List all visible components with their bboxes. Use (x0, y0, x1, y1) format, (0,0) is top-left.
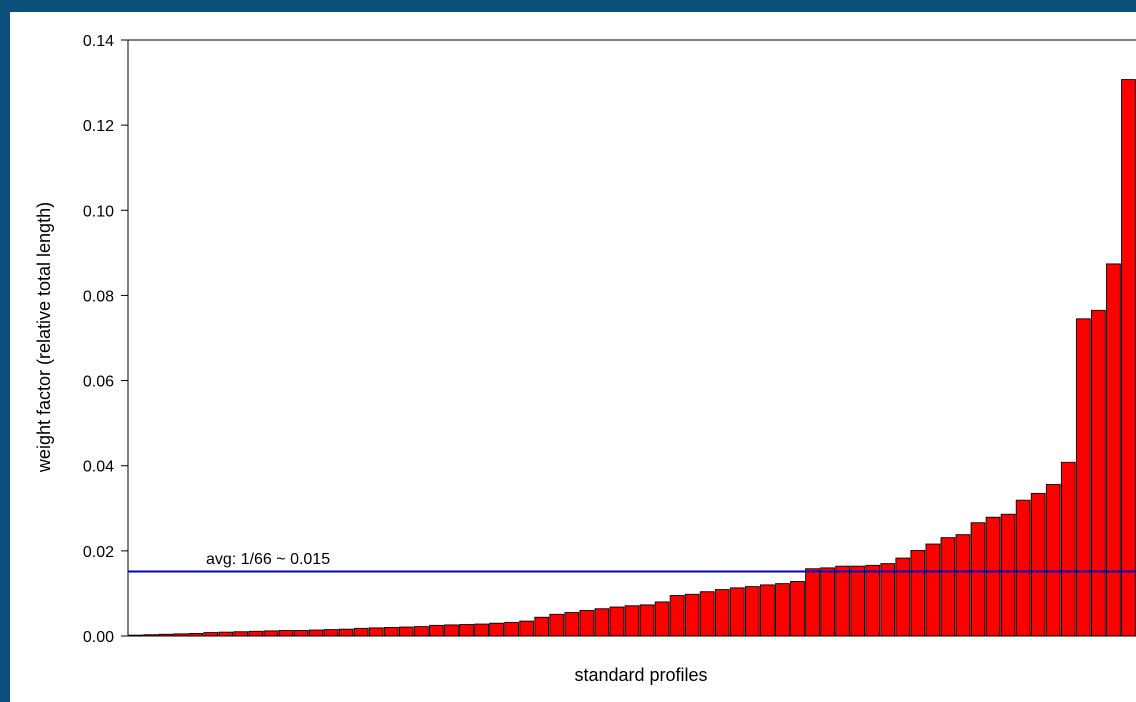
bar (970, 522, 986, 637)
bar (880, 563, 896, 637)
bar (669, 595, 685, 637)
bar (549, 613, 565, 637)
bar (308, 629, 324, 637)
y-tick-label: 0.14 (83, 33, 114, 50)
bar (338, 628, 354, 637)
bar (985, 516, 1001, 637)
bar (895, 557, 911, 637)
bar (218, 631, 234, 637)
bar (383, 627, 399, 637)
bar-chart: 0.00 0.02 0.04 0.06 0.08 0.10 0.12 0.14 avg: 1/… (34, 33, 1136, 685)
bar (805, 568, 820, 637)
chart-frame: 0.00 0.02 0.04 0.06 0.08 0.10 0.12 0.14 avg: 1/… (10, 12, 1136, 702)
bar (323, 629, 339, 637)
bar (654, 601, 670, 637)
y-axis-ticks: 0.00 0.02 0.04 0.06 0.08 0.10 0.12 0.14 (83, 33, 128, 646)
y-tick-label: 0.12 (83, 118, 114, 135)
bar (564, 612, 580, 637)
bar (1060, 461, 1076, 637)
bar (534, 616, 550, 637)
bar (1091, 309, 1106, 637)
bar (368, 627, 384, 637)
bar (474, 623, 489, 637)
y-axis-title: weight factor (relative total length) (34, 202, 54, 473)
bar (353, 627, 369, 637)
bar (850, 565, 866, 637)
bar (1075, 318, 1091, 637)
y-tick-label: 0.06 (83, 374, 114, 391)
bar (414, 626, 429, 637)
bar (203, 632, 219, 637)
bar (955, 534, 971, 637)
bar (790, 581, 805, 637)
bar (459, 624, 474, 637)
bar (925, 543, 941, 637)
bar (263, 630, 279, 637)
bar (865, 564, 881, 637)
bar (699, 591, 715, 637)
y-tick-label: 0.04 (83, 459, 114, 476)
bar (760, 584, 775, 637)
average-annotation: avg: 1/66 ~ 0.015 (206, 551, 330, 568)
bar (444, 624, 459, 637)
bar (579, 610, 595, 637)
bar (639, 604, 655, 637)
bar (775, 583, 790, 637)
bar (835, 565, 850, 637)
bar (429, 624, 444, 637)
y-tick-label: 0.02 (83, 544, 114, 561)
bar (820, 567, 835, 637)
bar (594, 608, 610, 637)
bar (278, 630, 294, 637)
bar (1000, 513, 1016, 637)
bar (609, 606, 625, 637)
bar (684, 593, 700, 637)
bar (729, 587, 745, 637)
bar (1106, 263, 1121, 637)
bar (233, 631, 249, 637)
bar (744, 586, 760, 637)
bar (1015, 499, 1031, 637)
bar (504, 621, 520, 637)
bar (1045, 484, 1061, 637)
bar (624, 605, 640, 637)
bar (248, 630, 264, 637)
bar (1030, 492, 1046, 637)
bar (910, 549, 926, 637)
bar (714, 589, 730, 637)
y-tick-label: 0.08 (83, 288, 114, 305)
bar (1121, 79, 1136, 637)
bar (293, 630, 309, 637)
x-axis-title: standard profiles (574, 665, 707, 685)
bar (940, 537, 956, 637)
bar (398, 626, 414, 637)
bar (519, 620, 535, 637)
bar (489, 622, 504, 637)
y-tick-label: 0.10 (83, 203, 114, 220)
y-tick-label: 0.00 (83, 629, 114, 646)
